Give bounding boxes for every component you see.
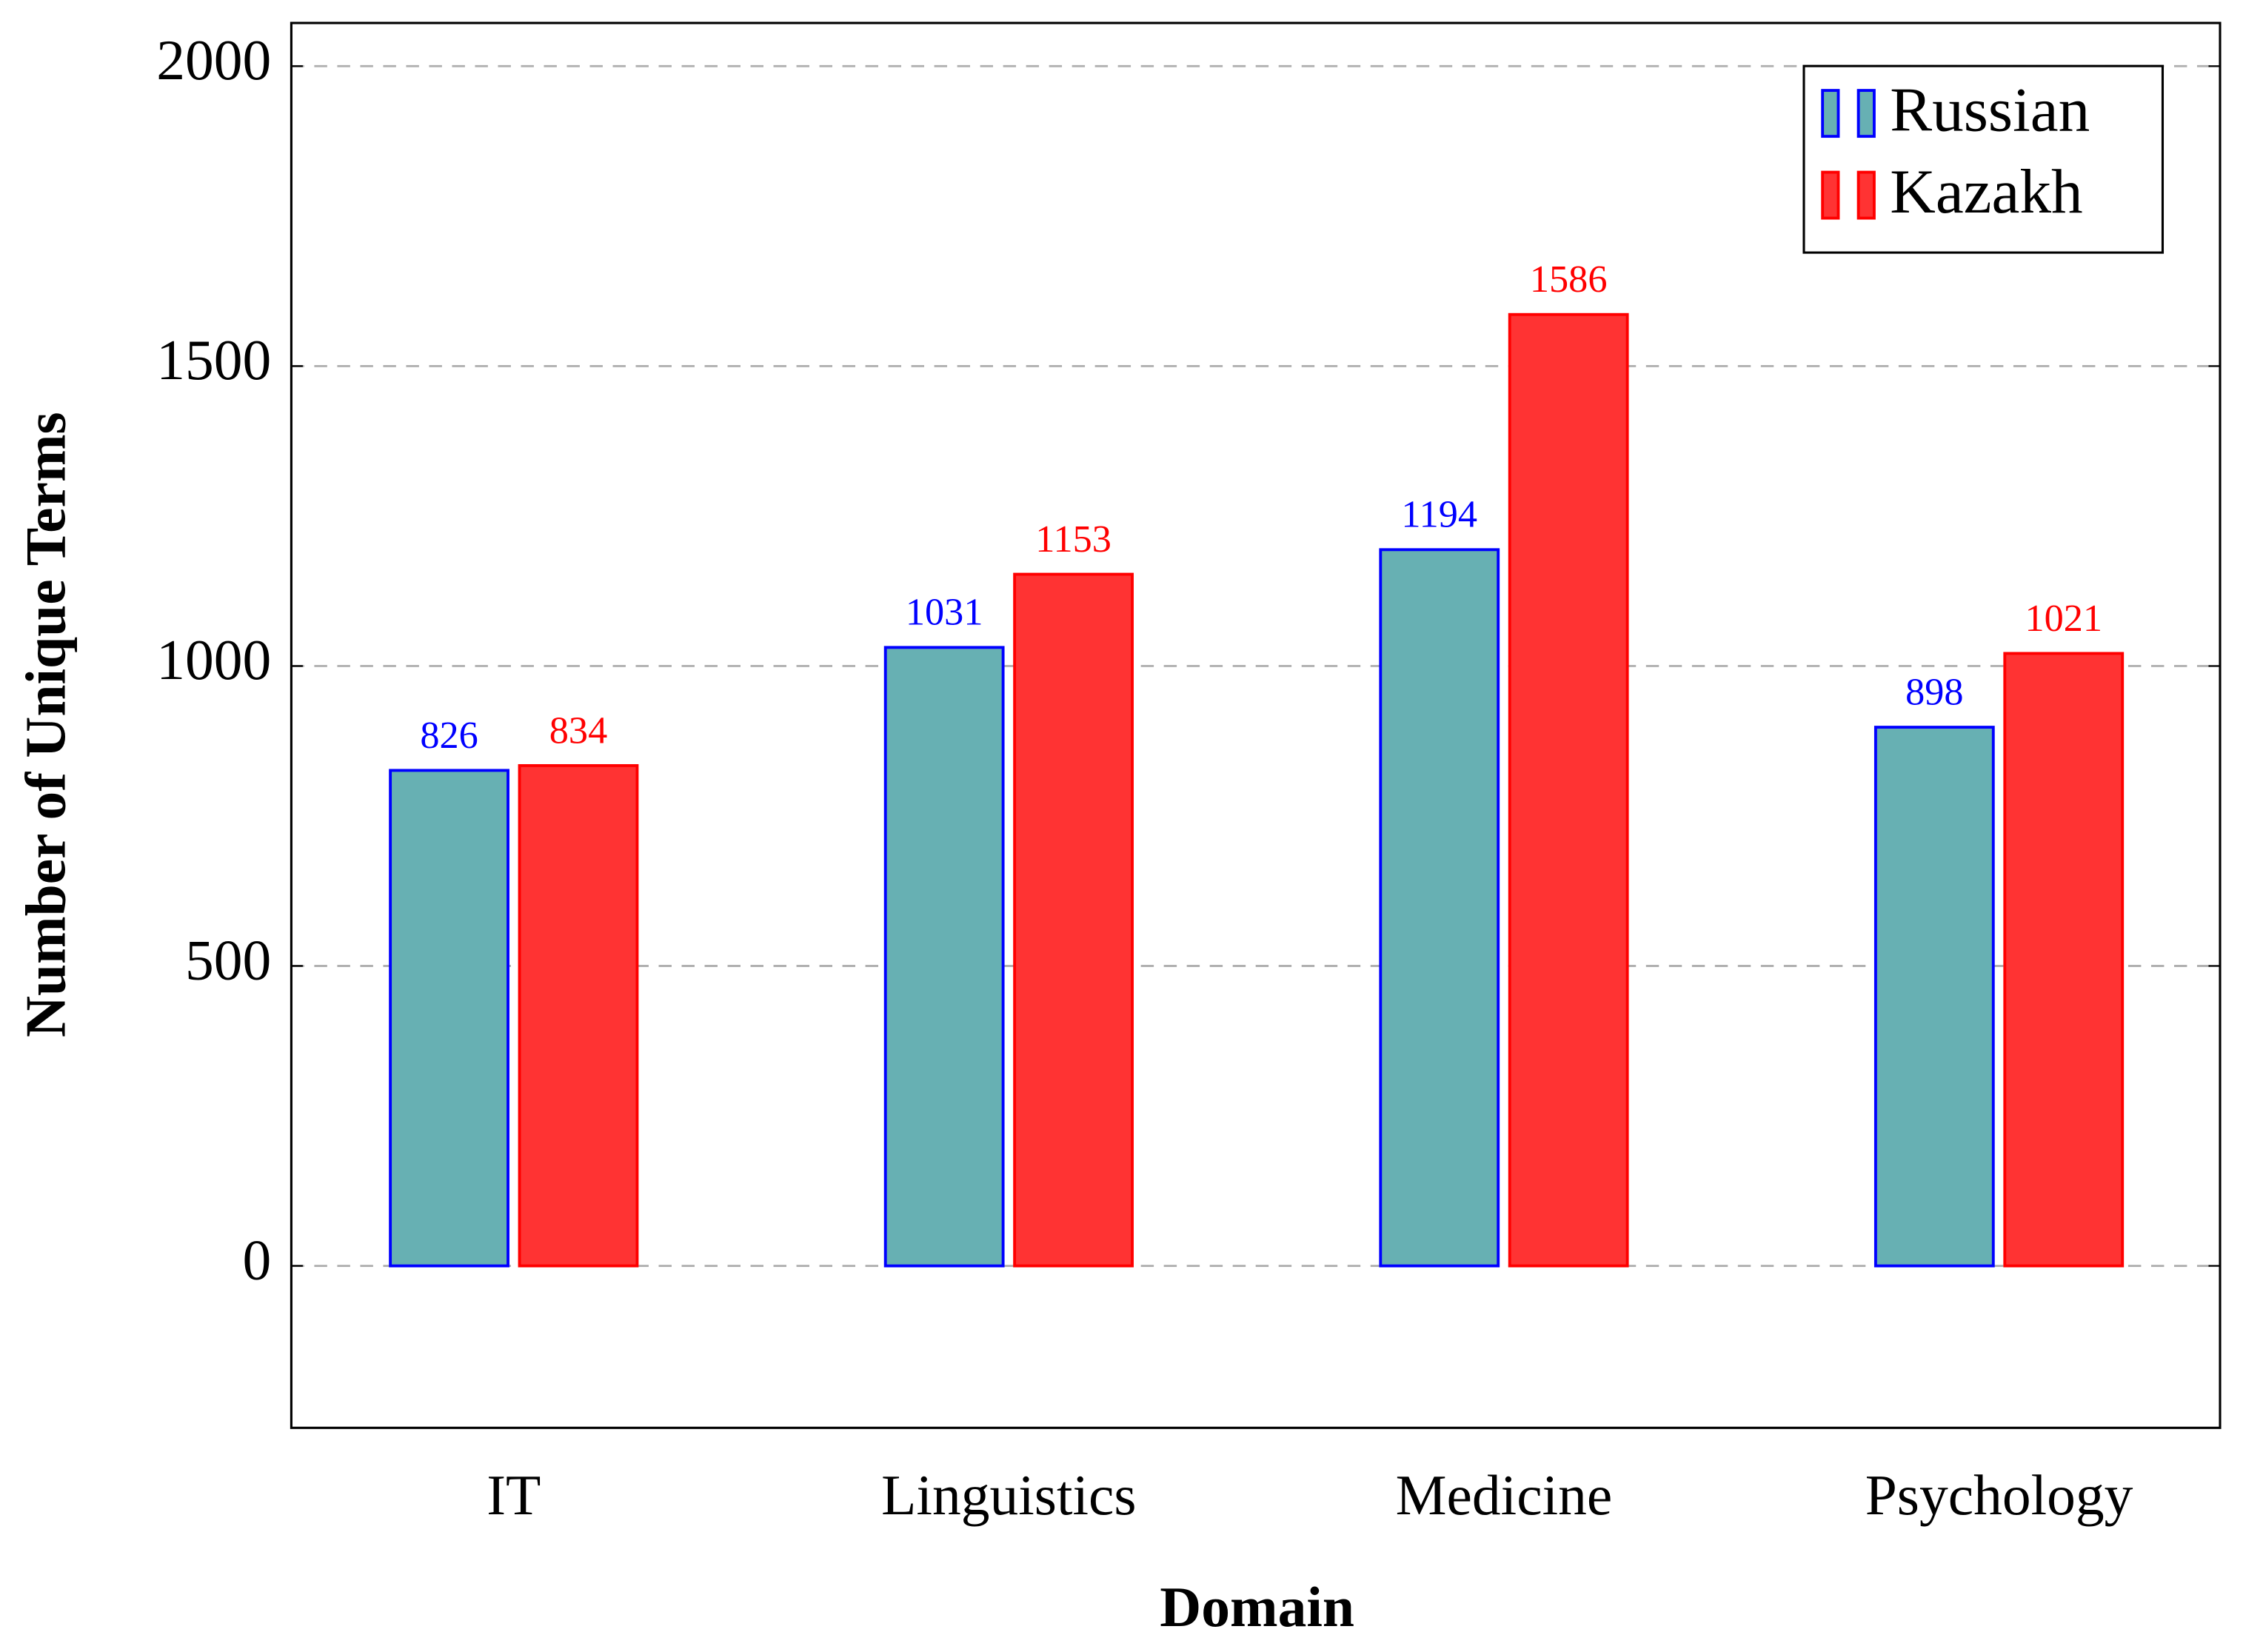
legend-swatch: [1821, 89, 1840, 138]
value-label: 1031: [906, 591, 983, 634]
legend-swatch: [1856, 170, 1876, 220]
value-label: 834: [549, 709, 607, 752]
y-tick-label: 0: [243, 1228, 272, 1291]
legend-label: Russian: [1890, 76, 2090, 145]
y-tick-label: 500: [185, 928, 271, 991]
x-tick-label: Psychology: [1865, 1463, 2133, 1527]
y-axis-label: Number of Unique Terms: [14, 412, 78, 1037]
value-label: 1586: [1530, 258, 1608, 301]
bar: [389, 769, 509, 1268]
value-label: 1194: [1401, 493, 1477, 536]
legend-swatch: [1821, 170, 1840, 220]
bar: [883, 646, 1005, 1268]
bar: [2003, 652, 2125, 1268]
legend-swatch: [1856, 89, 1876, 138]
value-label: 1021: [2025, 597, 2102, 640]
value-label: 1153: [1035, 518, 1112, 561]
bar: [1379, 548, 1500, 1268]
y-tick-label: 1000: [156, 628, 271, 692]
x-tick-label: Linguistics: [881, 1463, 1136, 1527]
plot-frame: [290, 21, 2222, 1429]
x-axis-label: Domain: [1160, 1575, 1354, 1639]
plot-area: 826 834 1031 1153 1194 1586 898 1021: [389, 258, 2125, 1268]
x-tick-label: Medicine: [1396, 1463, 1613, 1527]
legend: Russian Kazakh: [1802, 64, 2165, 254]
legend-label: Kazakh: [1890, 157, 2082, 227]
bar: [1873, 726, 1995, 1268]
x-tick-label: IT: [487, 1463, 541, 1527]
bar: [1508, 312, 1629, 1268]
y-tick-label: 2000: [156, 28, 271, 92]
bar: [518, 763, 639, 1268]
y-tick-label: 1500: [156, 328, 271, 392]
value-label: 898: [1905, 670, 1963, 713]
bar: [1013, 572, 1134, 1268]
value-label: 826: [420, 714, 478, 757]
